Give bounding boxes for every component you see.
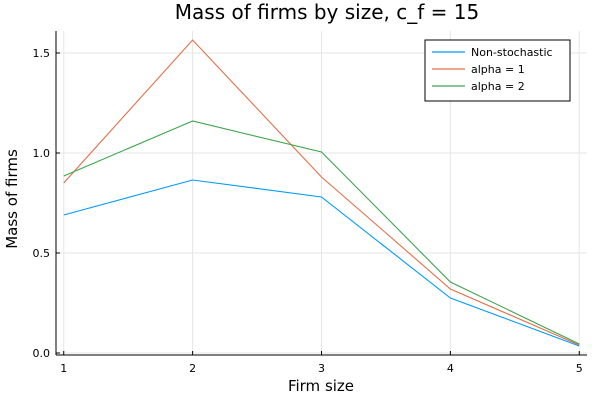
tick-labels: 1 2 3 4 5 0.0 0.5 1.0 1.5: [33, 47, 583, 375]
x-tick-label: 3: [318, 362, 325, 375]
y-tick-label: 1.0: [33, 147, 51, 160]
legend-label: alpha = 2: [471, 80, 525, 93]
x-tick-label: 4: [447, 362, 454, 375]
y-tick-label: 1.5: [33, 47, 51, 60]
chart-title: Mass of firms by size, c_f = 15: [175, 0, 479, 24]
legend-label: alpha = 1: [471, 63, 525, 76]
y-axis-label: Mass of firms: [3, 149, 21, 249]
x-tick-label: 5: [576, 362, 583, 375]
series-lines: [63, 39, 580, 347]
series-line-2: [63, 39, 580, 346]
series-line-3: [63, 120, 580, 345]
x-axis-label: Firm size: [288, 377, 354, 395]
x-tick-label: 1: [60, 362, 67, 375]
axes: [55, 31, 587, 356]
legend-label: Non-stochastic: [471, 46, 553, 59]
legend: Non-stochastic alpha = 1 alpha = 2: [424, 39, 571, 102]
y-tick-label: 0.0: [33, 347, 51, 360]
series-line-1: [63, 179, 580, 347]
x-tick-label: 2: [189, 362, 196, 375]
legend-box: [424, 39, 571, 102]
y-tick-label: 0.5: [33, 247, 51, 260]
